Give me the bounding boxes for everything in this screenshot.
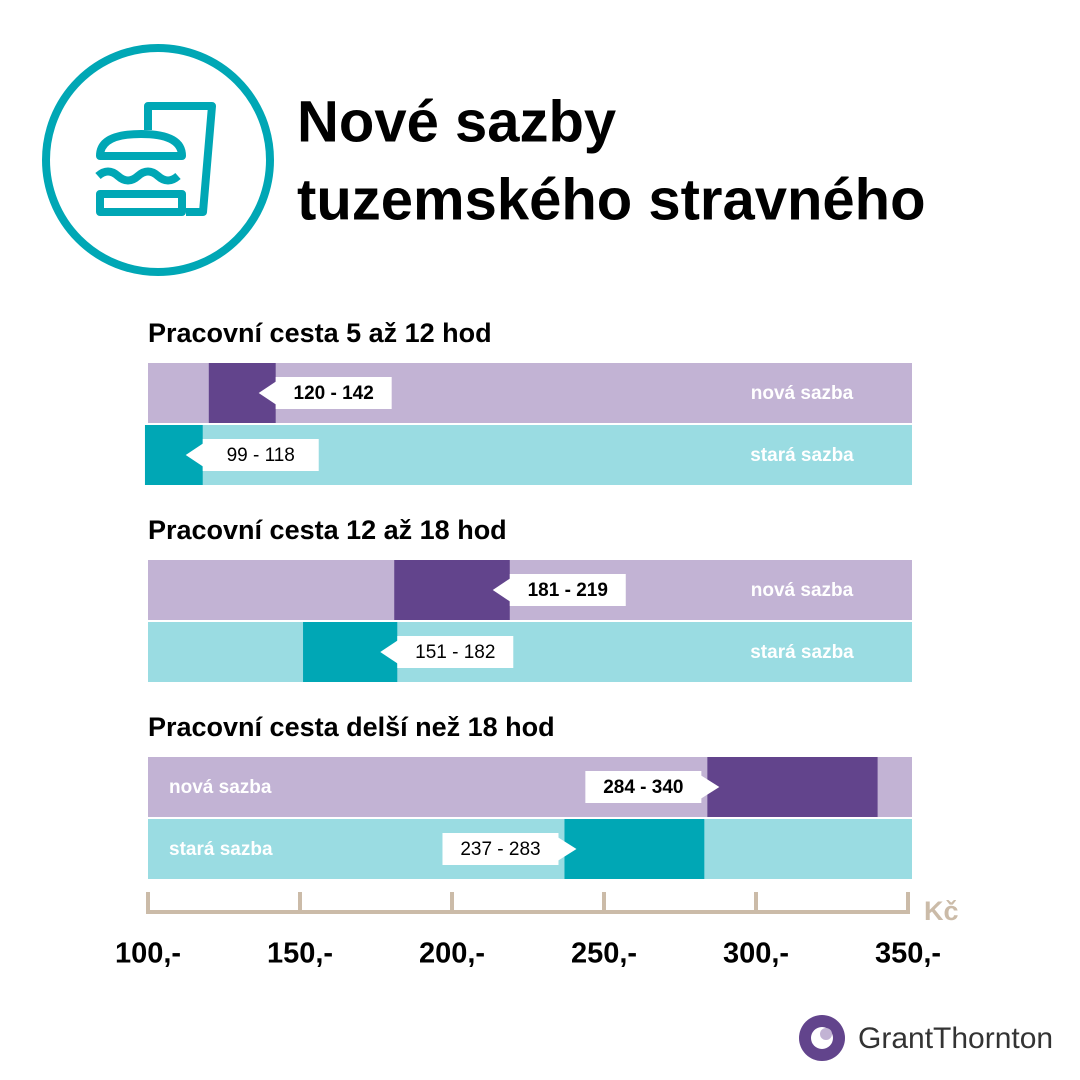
- callout-arrow: [700, 775, 720, 799]
- callout-arrow: [185, 443, 204, 467]
- callout-arrow: [557, 837, 577, 861]
- series-label: stará sazba: [750, 445, 854, 466]
- callout: [202, 439, 319, 471]
- value-label: 181 - 219: [528, 580, 608, 601]
- x-tick-label: 150,-: [267, 938, 333, 970]
- x-tick-label: 200,-: [419, 938, 485, 970]
- range-bar: [394, 560, 510, 620]
- series-label: stará sazba: [169, 839, 273, 860]
- x-tick-label: 250,-: [571, 938, 637, 970]
- callout: [509, 574, 626, 606]
- group-title: Pracovní cesta 5 až 12 hod: [148, 318, 492, 348]
- callout-arrow: [380, 640, 399, 664]
- callout-arrow: [492, 578, 511, 602]
- range-bar: [564, 819, 705, 879]
- value-label: 237 - 283: [460, 839, 540, 860]
- x-tick-label: 300,-: [723, 938, 789, 970]
- logo: [799, 1015, 845, 1061]
- range-bar: [707, 757, 878, 817]
- callout: [275, 377, 392, 409]
- x-unit: Kč: [924, 896, 959, 926]
- series-label: nová sazba: [169, 777, 272, 798]
- logo-text: GrantThornton: [858, 1022, 1053, 1055]
- value-label: 151 - 182: [415, 642, 495, 663]
- title-line: tuzemského stravného: [297, 167, 926, 232]
- value-label: 99 - 118: [227, 445, 295, 466]
- icon: [42, 44, 274, 276]
- value-label: 120 - 142: [294, 383, 374, 404]
- value-label: 284 - 340: [603, 777, 683, 798]
- callout: [585, 771, 702, 803]
- group-title: Pracovní cesta delší než 18 hod: [148, 712, 555, 742]
- series-label: stará sazba: [750, 642, 854, 663]
- x-tick-label: 350,-: [875, 938, 941, 970]
- x-tick-label: 100,-: [115, 938, 181, 970]
- group-title: Pracovní cesta 12 až 18 hod: [148, 515, 507, 545]
- series-label: nová sazba: [751, 580, 854, 601]
- track: [148, 622, 912, 682]
- callout: [397, 636, 514, 668]
- callout-arrow: [258, 381, 277, 405]
- series-label: nová sazba: [751, 383, 854, 404]
- callout: [442, 833, 559, 865]
- title-line: Nové sazby: [297, 89, 616, 154]
